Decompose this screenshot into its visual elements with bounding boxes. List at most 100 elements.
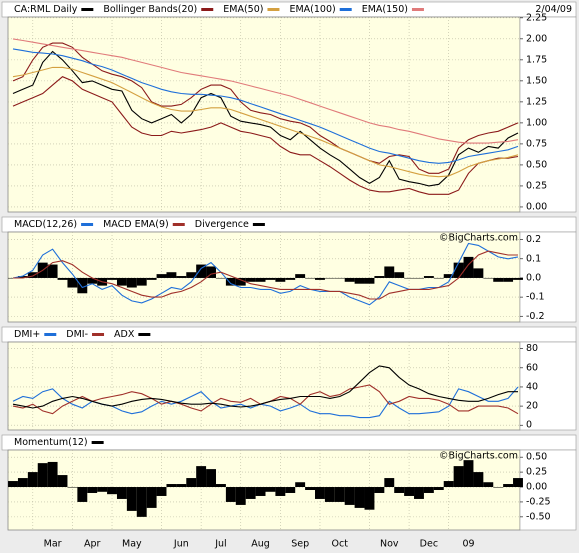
bar: [136, 487, 147, 517]
series-line: [12, 50, 519, 187]
bar: [394, 487, 405, 493]
plot-area: [7, 231, 521, 323]
bar: [334, 487, 345, 502]
bar: [57, 475, 68, 488]
bar: [57, 277, 68, 280]
bar: [404, 487, 415, 496]
bar: [47, 264, 58, 278]
bar: [107, 487, 117, 495]
legend-label: CA:RML Daily: [14, 4, 78, 15]
bar: [364, 487, 375, 510]
bar: [37, 463, 48, 488]
bar: [354, 277, 365, 284]
y-tick-label: 0.25: [526, 467, 547, 478]
series-line: [12, 42, 519, 174]
x-tick-label: 09: [462, 539, 474, 550]
bar: [146, 277, 157, 280]
bar: [354, 487, 365, 508]
y-tick-label: 0.1: [526, 253, 541, 264]
bar: [483, 277, 494, 279]
axis-area: [519, 341, 577, 431]
bar: [305, 277, 316, 279]
x-tick-label: Mar: [44, 539, 62, 550]
bar: [67, 277, 78, 288]
legend-label: DMI+: [14, 329, 40, 340]
watermark: ©BigCharts.com: [439, 451, 518, 462]
legend-label: MACD(12,26): [14, 219, 77, 230]
x-tick-label: Apr: [84, 539, 101, 550]
bar: [47, 461, 58, 488]
bar: [423, 276, 434, 278]
bar: [305, 487, 316, 490]
y-tick-label: 1.75: [526, 54, 547, 65]
axis-area: [519, 16, 577, 213]
legend-label: DMI-: [66, 329, 88, 340]
bar: [215, 484, 226, 488]
series-line: [13, 250, 518, 300]
series-line: [12, 66, 519, 178]
panel-header: [1, 326, 577, 343]
bar: [315, 487, 325, 499]
bar: [196, 466, 207, 488]
bar: [67, 487, 78, 488]
x-tick-label: Jun: [173, 539, 189, 550]
bar: [176, 276, 187, 278]
y-tick-label: 40: [526, 381, 538, 392]
panel-header: [1, 434, 577, 451]
y-tick-label: 0.75: [526, 138, 547, 149]
bar: [513, 277, 523, 280]
bar: [77, 487, 88, 502]
bar: [414, 277, 424, 279]
bar: [433, 487, 444, 490]
bar: [463, 256, 474, 278]
bar: [196, 264, 207, 278]
bar: [384, 478, 395, 488]
bar: [235, 277, 246, 286]
bar: [295, 274, 306, 278]
y-tick-label: 1.00: [526, 117, 547, 128]
bar: [156, 274, 167, 278]
axis-area: [519, 231, 577, 323]
bar: [295, 482, 306, 488]
bar: [443, 274, 454, 278]
bar: [463, 460, 474, 488]
y-tick-label: 0.50: [526, 159, 547, 170]
bar: [513, 478, 523, 488]
bar: [384, 266, 395, 278]
bar: [215, 277, 226, 279]
bar: [493, 277, 504, 282]
x-tick-label: May: [122, 539, 142, 550]
bar: [324, 277, 335, 279]
x-tick-label: Aug: [251, 539, 270, 550]
legend-label: EMA(150): [362, 4, 408, 15]
watermark: ©BigCharts.com: [439, 233, 518, 244]
bar: [166, 272, 177, 278]
bar: [414, 487, 424, 499]
bar: [206, 266, 216, 278]
x-tick-label: Dec: [420, 539, 438, 550]
bar: [166, 484, 177, 488]
bar: [324, 487, 335, 502]
bar: [245, 277, 256, 282]
bar: [186, 478, 197, 488]
legend-label: Bollinger Bands(20): [103, 4, 197, 15]
bar: [245, 487, 256, 499]
series-line: [12, 48, 519, 164]
bar: [443, 481, 454, 488]
plot-area: [7, 341, 521, 431]
bar: [473, 472, 484, 488]
bar: [473, 268, 484, 278]
bar: [285, 487, 296, 493]
bar: [275, 487, 286, 496]
bar: [136, 277, 147, 286]
bar: [503, 277, 514, 282]
bar: [255, 277, 266, 282]
bar: [315, 277, 325, 280]
bar: [17, 478, 28, 488]
bar: [186, 272, 197, 278]
bar: [503, 484, 514, 488]
bar: [285, 277, 296, 280]
bar: [206, 469, 216, 488]
bar: [87, 487, 98, 493]
